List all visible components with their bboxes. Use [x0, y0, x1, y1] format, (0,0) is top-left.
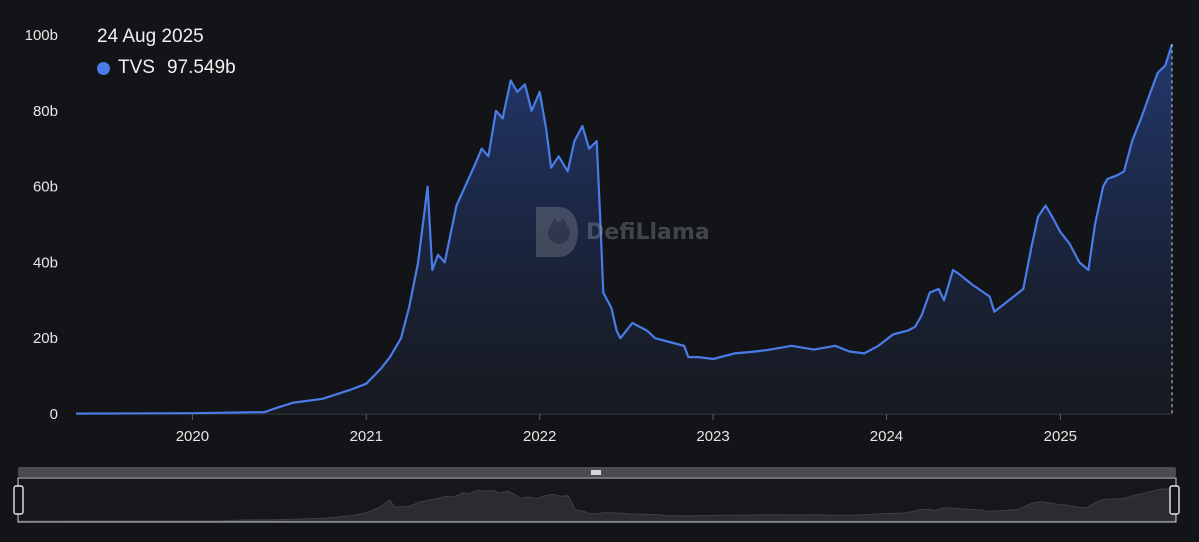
x-axis-ticks: 2020 2021 2022 2023 2024 2025 — [176, 414, 1077, 445]
y-tick-label: 40b — [33, 254, 58, 271]
x-tick-label: 2020 — [176, 428, 209, 445]
llama-logo-icon — [536, 207, 578, 257]
slider-mini-area — [18, 486, 1176, 522]
range-slider[interactable] — [13, 467, 1180, 523]
x-tick-label: 2022 — [523, 428, 556, 445]
slider-right-handle[interactable] — [1169, 485, 1180, 515]
x-tick-label: 2021 — [350, 428, 383, 445]
x-tick-label: 2025 — [1044, 428, 1077, 445]
tvs-area — [76, 44, 1172, 415]
x-tick-label: 2024 — [870, 428, 903, 445]
tvs-series-line — [75, 43, 1174, 415]
y-tick-label: 0 — [50, 406, 58, 423]
defillama-watermark: DefiLlama — [532, 203, 710, 261]
x-tick-label: 2023 — [696, 428, 729, 445]
watermark-text: DefiLlama — [586, 219, 710, 245]
y-tick-label: 100b — [25, 27, 58, 44]
y-tick-label: 80b — [33, 103, 58, 120]
slider-left-handle[interactable] — [13, 485, 24, 515]
tooltip-series-row: TVS 97.549b — [97, 57, 236, 79]
chart-tooltip: 24 Aug 2025 TVS 97.549b — [97, 26, 236, 79]
y-axis-ticks: 0 20b 40b 60b 80b 100b — [25, 27, 58, 423]
tooltip-series-label: TVS — [118, 57, 155, 78]
y-tick-label: 60b — [33, 179, 58, 196]
slider-grip[interactable] — [591, 470, 601, 475]
series-color-dot — [97, 61, 110, 75]
y-tick-label: 20b — [33, 330, 58, 347]
tooltip-value: 97.549b — [166, 57, 236, 78]
tooltip-date: 24 Aug 2025 — [97, 26, 204, 47]
